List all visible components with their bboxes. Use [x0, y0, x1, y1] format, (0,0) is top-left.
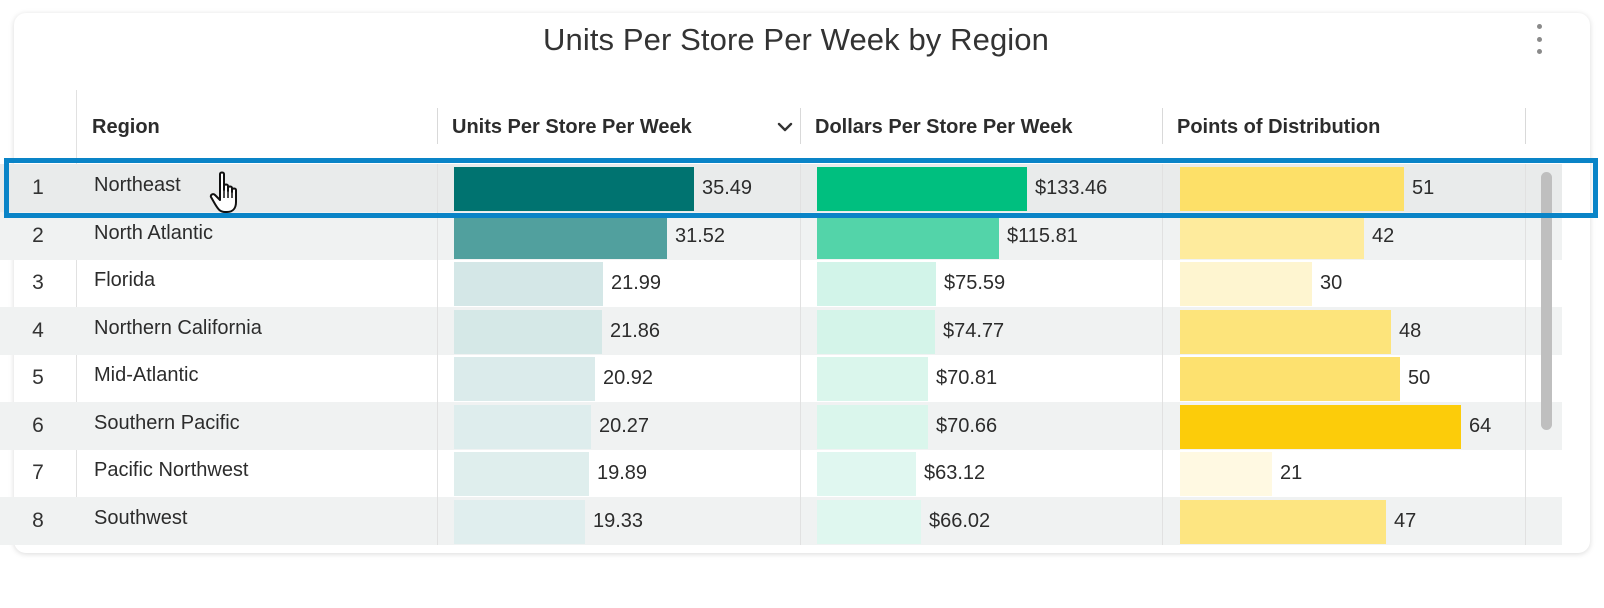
dollars-bar	[817, 357, 928, 401]
dollars-value: $70.66	[936, 414, 998, 437]
region-label: Northern California	[94, 316, 262, 339]
dollars-value: $133.46	[1035, 177, 1108, 199]
pod-bar	[1180, 309, 1391, 354]
column-header-points-of-distribution[interactable]: Points of Distribution	[1177, 115, 1381, 138]
pod-value: 48	[1399, 319, 1422, 342]
units-bar	[454, 404, 591, 449]
pod-bar	[1180, 262, 1312, 306]
table-row[interactable]: 1 Northeast 35.49 $133.46 51	[0, 164, 1562, 212]
units-value: 19.33	[593, 509, 644, 532]
dollars-value: $115.81	[1007, 224, 1078, 247]
units-bar	[454, 214, 667, 259]
units-bar	[454, 357, 595, 401]
pod-value: 30	[1320, 272, 1343, 294]
more-vertical-icon[interactable]	[1529, 24, 1549, 54]
chevron-down-icon[interactable]	[774, 116, 796, 138]
chart-title: Units Per Store Per Week by Region	[543, 22, 1049, 57]
row-number: 3	[32, 271, 44, 294]
dollars-bar	[817, 167, 1027, 211]
row-number: 1	[32, 176, 44, 199]
table-header: Region Units Per Store Per Week Dollars …	[0, 90, 1562, 165]
units-value: 35.49	[702, 177, 753, 199]
dollars-value: $66.02	[929, 509, 991, 532]
units-value: 20.27	[599, 414, 650, 437]
table-row[interactable]: 6 Southern Pacific 20.27 $70.66 64	[0, 401, 1562, 450]
dollars-bar	[817, 262, 936, 306]
dollars-value: $70.81	[936, 367, 998, 389]
dollars-bar	[817, 499, 921, 544]
region-label: Pacific Northwest	[94, 459, 249, 481]
chart-card	[14, 13, 1590, 553]
region-label: Northeast	[94, 174, 181, 196]
units-value: 21.99	[611, 272, 662, 294]
dollars-bar	[817, 214, 999, 259]
scrollbar-thumb[interactable]	[1541, 172, 1552, 430]
pod-value: 50	[1408, 367, 1431, 389]
units-value: 20.92	[603, 367, 654, 389]
units-bar	[454, 262, 603, 306]
column-header-units[interactable]: Units Per Store Per Week	[452, 115, 692, 138]
units-bar	[454, 167, 694, 211]
table-row[interactable]: 4 Northern California 21.86 $74.77 48	[0, 306, 1562, 355]
dollars-bar	[817, 404, 928, 449]
table-row[interactable]: 2 North Atlantic 31.52 $115.81 42	[0, 211, 1562, 260]
pod-value: 64	[1469, 414, 1492, 437]
pod-value: 51	[1412, 177, 1435, 199]
units-value: 31.52	[675, 224, 726, 247]
units-bar	[454, 499, 585, 544]
row-number: 5	[32, 366, 44, 389]
pod-bar	[1180, 214, 1364, 259]
dollars-value: $75.59	[944, 272, 1006, 294]
pod-bar	[1180, 404, 1461, 449]
pod-bar	[1180, 357, 1400, 401]
pod-value: 47	[1394, 509, 1417, 532]
region-label: Southern Pacific	[94, 411, 240, 434]
pod-bar	[1180, 499, 1386, 544]
hand-pointer-icon	[209, 171, 237, 213]
row-number: 2	[32, 223, 44, 247]
column-header-region[interactable]: Region	[92, 115, 160, 138]
units-value: 21.86	[610, 319, 661, 342]
pod-bar	[1180, 452, 1272, 496]
dollars-bar	[817, 452, 916, 496]
dollars-value: $74.77	[943, 319, 1005, 342]
row-number: 7	[32, 461, 44, 484]
units-bar	[454, 452, 589, 496]
units-bar	[454, 309, 602, 354]
pod-value: 42	[1372, 224, 1395, 247]
region-label: North Atlantic	[94, 221, 213, 244]
column-header-dollars[interactable]: Dollars Per Store Per Week	[815, 115, 1073, 138]
region-label: Florida	[94, 269, 156, 291]
table-row[interactable]: 7 Pacific Northwest 19.89 $63.12 21	[0, 449, 1562, 497]
row-number: 8	[32, 508, 44, 532]
dollars-value: $63.12	[924, 462, 986, 484]
row-number: 4	[32, 318, 44, 342]
row-number: 6	[32, 413, 44, 437]
region-label: Mid-Atlantic	[94, 364, 199, 386]
pod-value: 21	[1280, 462, 1303, 484]
pod-bar	[1180, 167, 1404, 211]
region-label: Southwest	[94, 506, 188, 529]
table-row[interactable]: 3 Florida 21.99 $75.59 30	[0, 259, 1562, 307]
units-value: 19.89	[597, 462, 648, 484]
table-row[interactable]: 5 Mid-Atlantic 20.92 $70.81 50	[0, 354, 1562, 402]
dollars-bar	[817, 309, 935, 354]
table-row[interactable]: 8 Southwest 19.33 $66.02 47	[0, 496, 1562, 545]
